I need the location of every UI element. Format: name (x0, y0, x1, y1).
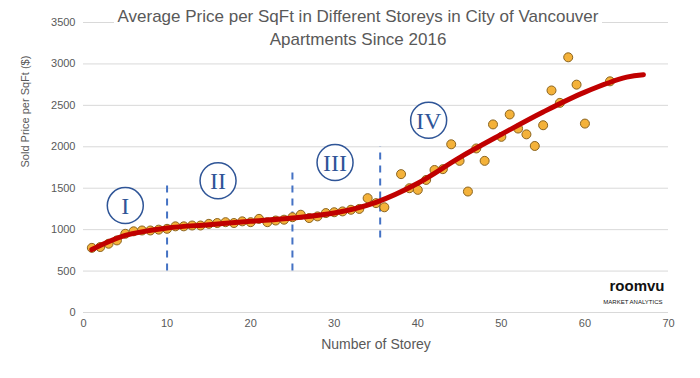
svg-text:70: 70 (662, 317, 674, 329)
svg-text:60: 60 (579, 317, 591, 329)
svg-text:III: III (323, 150, 347, 176)
svg-text:I: I (121, 193, 129, 219)
svg-text:0: 0 (69, 306, 75, 318)
svg-text:2000: 2000 (51, 140, 75, 152)
svg-text:20: 20 (245, 317, 257, 329)
svg-text:3500: 3500 (51, 16, 75, 28)
svg-text:MARKET ANALYTICS: MARKET ANALYTICS (603, 299, 662, 305)
html-text:Apartments Since 2016: Apartments Since 2016 (269, 30, 447, 49)
svg-text:10: 10 (161, 317, 173, 329)
svg-text:Number of Storey: Number of Storey (321, 336, 431, 352)
svg-text:30: 30 (328, 317, 340, 329)
svg-text:1500: 1500 (51, 182, 75, 194)
svg-text:3000: 3000 (51, 57, 75, 69)
html-text:Average Price per SqFt in Diff: Average Price per SqFt in Different Stor… (117, 7, 599, 26)
svg-text:roomvu: roomvu (609, 277, 664, 294)
svg-text:40: 40 (412, 317, 424, 329)
svg-text:IV: IV (416, 108, 442, 134)
svg-text:500: 500 (57, 265, 75, 277)
svg-text:Sold Price per SqFt ($): Sold Price per SqFt ($) (19, 56, 31, 168)
svg-text:50: 50 (495, 317, 507, 329)
svg-text:1000: 1000 (51, 223, 75, 235)
svg-text:2500: 2500 (51, 99, 75, 111)
svg-text:0: 0 (80, 317, 86, 329)
svg-text:II: II (210, 168, 226, 194)
